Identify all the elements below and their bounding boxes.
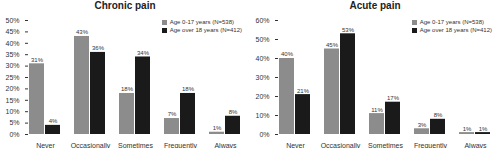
svg-text:0%: 0%	[9, 131, 19, 138]
svg-text:40%: 40%	[281, 51, 294, 57]
svg-text:18%: 18%	[121, 86, 134, 92]
svg-text:60%: 60%	[255, 17, 269, 24]
html-text:Age over 18 years (N=412): Age over 18 years (N=412)	[419, 27, 492, 33]
svg-text:35%: 35%	[5, 51, 19, 58]
svg-text:Occasionally: Occasionally	[71, 142, 111, 148]
svg-text:18%: 18%	[182, 86, 195, 92]
svg-text:Never: Never	[286, 142, 305, 148]
html-text:Age 0-17 years (N=538): Age 0-17 years (N=538)	[419, 19, 484, 25]
svg-text:50%: 50%	[5, 17, 19, 24]
html-text:Age 0-17 years (N=538): Age 0-17 years (N=538)	[169, 19, 234, 25]
svg-text:10%: 10%	[255, 112, 269, 119]
svg-text:Frequently: Frequently	[414, 142, 448, 148]
svg-text:45%: 45%	[5, 28, 19, 35]
svg-text:1%: 1%	[479, 126, 488, 132]
svg-text:Never: Never	[36, 142, 55, 148]
svg-text:5%: 5%	[9, 119, 19, 126]
svg-text:Always: Always	[214, 142, 237, 148]
svg-text:Sometimes: Sometimes	[368, 142, 404, 148]
svg-text:43%: 43%	[76, 29, 89, 35]
svg-text:Occasionally: Occasionally	[321, 142, 361, 148]
svg-text:1%: 1%	[213, 125, 222, 131]
svg-text:17%: 17%	[387, 95, 400, 101]
svg-text:45%: 45%	[326, 42, 339, 48]
html-text:Acute pain: Acute pain	[349, 0, 401, 11]
svg-text:Sometimes: Sometimes	[118, 142, 154, 148]
svg-text:40%: 40%	[5, 40, 19, 47]
svg-text:1%: 1%	[463, 126, 472, 132]
svg-text:4%: 4%	[49, 118, 58, 124]
svg-text:53%: 53%	[342, 27, 355, 33]
svg-text:31%: 31%	[31, 57, 44, 63]
svg-text:50%: 50%	[255, 36, 269, 43]
svg-text:15%: 15%	[5, 97, 19, 104]
svg-text:3%: 3%	[418, 122, 427, 128]
svg-text:Frequently: Frequently	[164, 142, 198, 148]
svg-text:0%: 0%	[259, 131, 269, 138]
svg-text:21%: 21%	[297, 88, 310, 94]
svg-text:20%: 20%	[5, 85, 19, 92]
svg-text:20%: 20%	[255, 93, 269, 100]
svg-text:8%: 8%	[434, 112, 443, 118]
html-text:Chronic pain: Chronic pain	[94, 0, 156, 11]
svg-text:11%: 11%	[371, 107, 383, 113]
svg-text:25%: 25%	[5, 74, 19, 81]
svg-text:30%: 30%	[5, 62, 19, 69]
html-text:Age over 18 years (N=412): Age over 18 years (N=412)	[169, 27, 242, 33]
svg-text:40%: 40%	[255, 55, 269, 62]
svg-text:8%: 8%	[229, 109, 238, 115]
svg-text:30%: 30%	[255, 74, 269, 81]
svg-text:Always: Always	[464, 142, 487, 148]
svg-text:34%: 34%	[137, 50, 150, 56]
svg-text:10%: 10%	[5, 108, 19, 115]
svg-text:36%: 36%	[92, 45, 105, 51]
svg-text:7%: 7%	[168, 111, 177, 117]
